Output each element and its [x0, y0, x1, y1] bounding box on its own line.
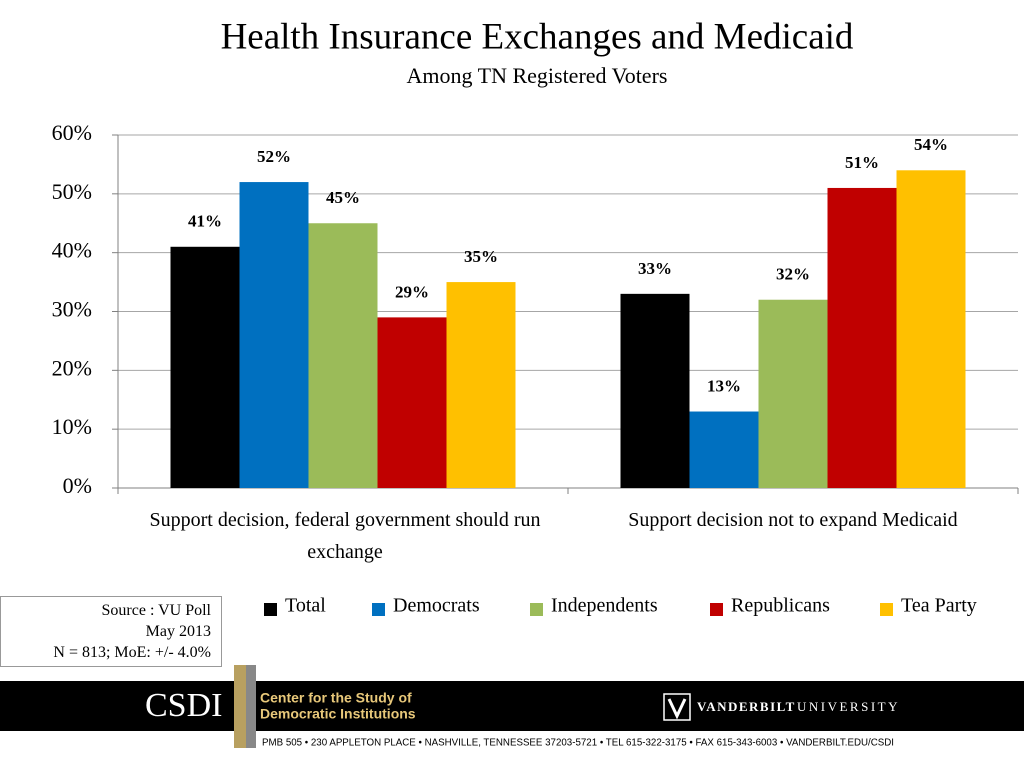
footer-center-name: Center for the Study of: [260, 690, 412, 706]
legend-marker: [530, 603, 543, 616]
footer-band: [0, 681, 1024, 731]
data-label: 41%: [188, 212, 222, 231]
footer-divider: [246, 665, 256, 748]
bar: [689, 411, 759, 488]
data-label: 13%: [707, 376, 741, 395]
legend-marker: [264, 603, 277, 616]
bar: [446, 282, 516, 488]
data-label: 35%: [464, 247, 498, 266]
bar: [620, 293, 690, 488]
legend-label: Total: [285, 595, 326, 617]
footer-center-name: Democratic Institutions: [260, 706, 416, 722]
bar: [239, 182, 309, 489]
data-label: 52%: [257, 147, 291, 166]
source-line: May 2013: [145, 623, 211, 640]
footer-university: VANDERBILT: [697, 699, 796, 714]
x-tick-label: Support decision, federal government sho…: [149, 509, 541, 563]
legend-marker: [372, 603, 385, 616]
data-label: 32%: [776, 265, 810, 284]
footer-logo: CSDI: [145, 687, 222, 724]
data-label: 33%: [638, 259, 672, 278]
data-label: 51%: [845, 153, 879, 172]
data-label: 45%: [326, 188, 360, 207]
legend-label: Republicans: [731, 595, 830, 617]
footer-address: PMB 505 • 230 APPLETON PLACE • NASHVILLE…: [262, 738, 894, 749]
bar: [308, 223, 378, 488]
y-tick-label: 20%: [52, 355, 92, 380]
data-label: 29%: [395, 282, 429, 301]
legend-label: Democrats: [393, 595, 480, 617]
bar: [758, 299, 828, 488]
legend-marker: [880, 603, 893, 616]
source-line: Source : VU Poll: [101, 602, 211, 619]
y-tick-label: 50%: [52, 179, 92, 204]
legend-label: Independents: [551, 595, 658, 617]
chart-title: Health Insurance Exchanges and Medicaid: [221, 16, 854, 57]
legend-marker: [710, 603, 723, 616]
x-tick-label: Support decision not to expand Medicaid: [628, 509, 958, 531]
y-tick-label: 10%: [52, 414, 92, 439]
y-tick-label: 30%: [52, 297, 92, 322]
vanderbilt-logo: [663, 693, 691, 721]
footer-divider: [234, 665, 246, 748]
chart-subtitle: Among TN Registered Voters: [407, 63, 668, 88]
y-tick-label: 0%: [63, 473, 92, 498]
source-line: N = 813; MoE: +/- 4.0%: [53, 644, 211, 661]
bar: [170, 246, 240, 488]
y-tick-label: 40%: [52, 238, 92, 263]
legend-label: Tea Party: [901, 595, 977, 617]
bar: [377, 317, 447, 488]
data-label: 54%: [914, 135, 948, 154]
bar: [896, 170, 966, 489]
bar: [827, 187, 897, 488]
vanderbilt-logo: [667, 698, 687, 720]
y-tick-label: 60%: [52, 120, 92, 145]
source-box: Source : VU Poll May 2013 N = 813; MoE: …: [0, 596, 222, 667]
footer-university: UNIVERSITY: [797, 699, 900, 714]
